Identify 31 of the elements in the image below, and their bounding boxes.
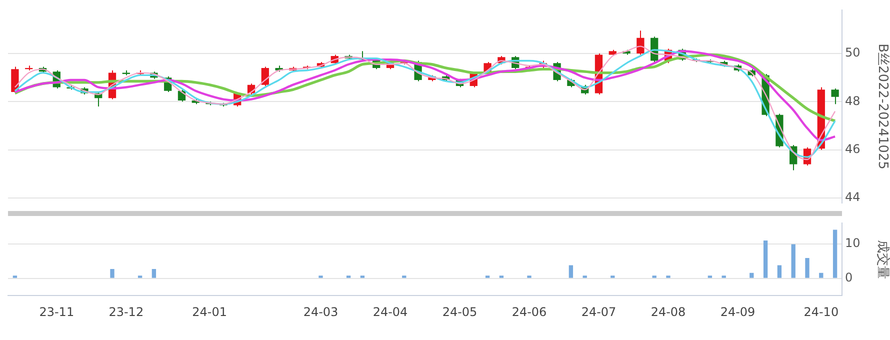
bar [750, 272, 754, 278]
x-tick-label: 24-04 [372, 304, 408, 319]
y-axis-title: 成交量 [874, 240, 890, 279]
x-tick-label: 24-09 [720, 304, 756, 319]
x-tick-label: 23-11 [39, 304, 74, 319]
candlestick [636, 30, 644, 56]
x-tick-label: 24-06 [512, 304, 547, 319]
x-tick-label: 24-03 [303, 304, 338, 319]
x-tick-label: 23-12 [108, 304, 144, 319]
y-tick-label: 10 [845, 236, 860, 250]
bar [152, 269, 156, 278]
x-tick-label: 24-01 [192, 304, 227, 319]
x-tick-label: 24-05 [442, 304, 478, 319]
x-tick-label: 24-08 [650, 304, 686, 319]
bar [819, 272, 824, 278]
y-tick-label: 50 [845, 46, 860, 60]
y-axis-title: B丝2022-20241025 [874, 44, 890, 170]
bar [805, 258, 810, 278]
y-tick-label: 46 [845, 142, 860, 156]
bar [832, 230, 838, 278]
x-tick-label: 24-10 [804, 304, 839, 319]
bar [777, 265, 782, 278]
bar [110, 269, 114, 278]
candlestick [831, 88, 839, 105]
y-tick-label: 44 [845, 190, 860, 204]
bar [791, 244, 796, 278]
y-tick-label: 48 [845, 94, 860, 108]
bar [568, 265, 574, 278]
x-tick-label: 24-07 [581, 304, 616, 319]
bar [763, 240, 768, 278]
y-tick-label: 0 [845, 270, 853, 284]
